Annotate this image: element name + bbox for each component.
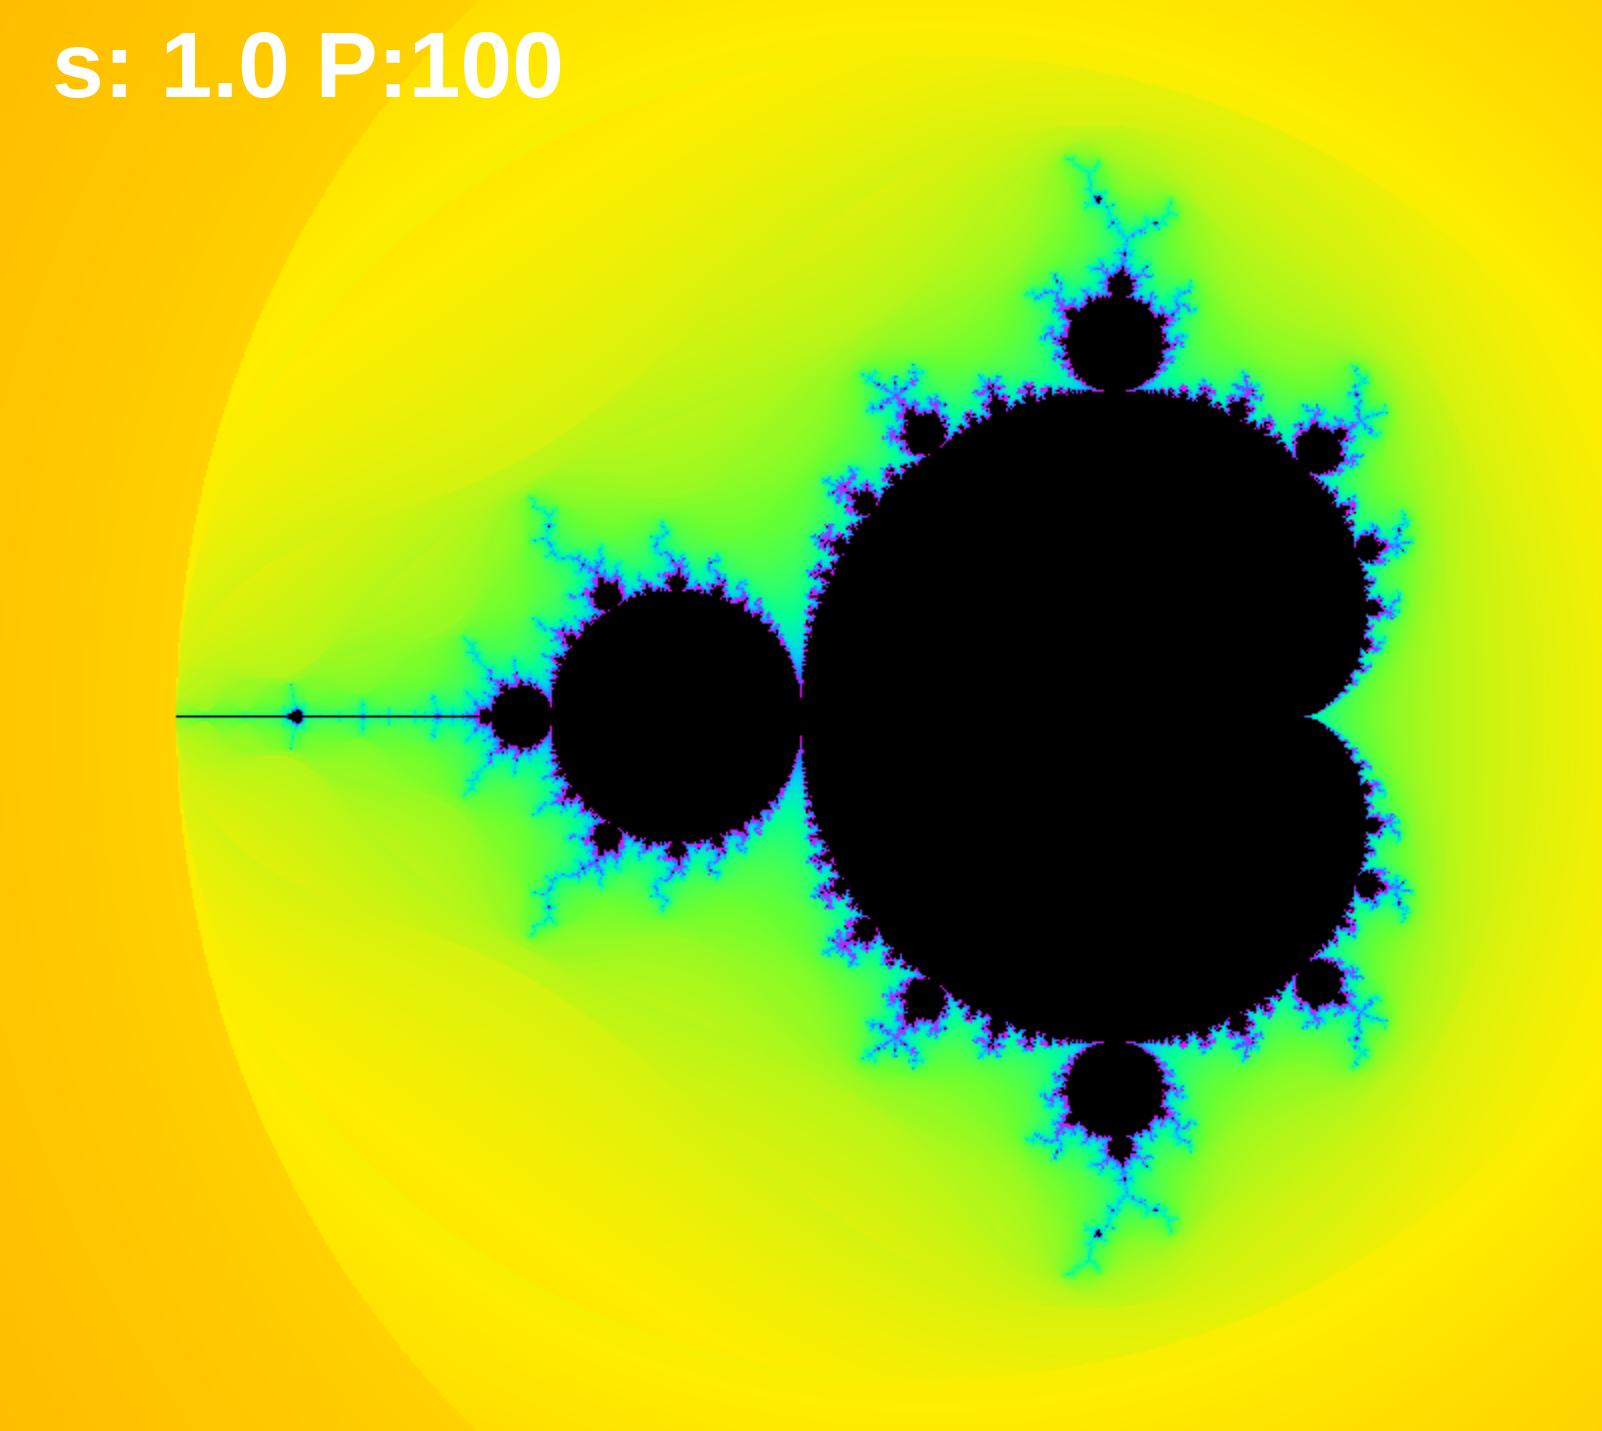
mandelbrot-canvas[interactable] [0,0,1602,1431]
fractal-viewer[interactable]: s: 1.0 P:100 [0,0,1602,1431]
